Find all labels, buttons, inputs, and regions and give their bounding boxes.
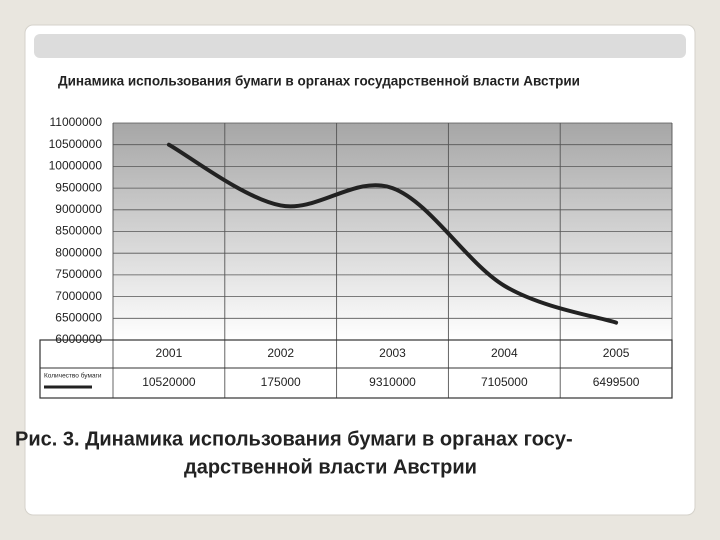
table-cell: 6499500	[593, 375, 640, 389]
marks: Количество бумаги	[44, 142, 619, 389]
caption-line: Рис. 3. Динамика использования бумаги в …	[15, 428, 573, 450]
legend-label: Количество бумаги	[44, 372, 102, 380]
header-bar	[34, 34, 686, 58]
data-table	[39, 339, 673, 399]
y-tick-label: 8000000	[55, 245, 102, 259]
y-tick-label: 7500000	[55, 267, 102, 281]
y-tick-label: 6500000	[55, 310, 102, 324]
y-tick-label: 9500000	[55, 180, 102, 194]
x-tick-label: 2001	[156, 346, 183, 360]
table-cell: 9310000	[369, 375, 416, 389]
table-cell: 175000	[261, 375, 301, 389]
y-tick-label: 11000000	[50, 115, 103, 129]
x-tick-label: 2003	[379, 346, 406, 360]
table-cell: 10520000	[142, 375, 196, 389]
y-tick-label: 10500000	[49, 137, 103, 151]
y-tick-label: 7000000	[55, 289, 102, 303]
x-tick-label: 2002	[267, 346, 294, 360]
y-tick-label: 9000000	[55, 202, 102, 216]
y-tick-label: 6000000	[55, 332, 102, 346]
data-line	[166, 142, 619, 325]
y-tick-label: 10000000	[49, 159, 103, 173]
x-tick-label: 2004	[491, 346, 518, 360]
table-cell: 7105000	[481, 375, 528, 389]
y-tick-label: 8500000	[55, 224, 102, 238]
x-tick-label: 2005	[603, 346, 630, 360]
chart-title: Динамика использования бумаги в органах …	[58, 74, 580, 89]
caption-line: дарственной власти Австрии	[184, 456, 477, 478]
